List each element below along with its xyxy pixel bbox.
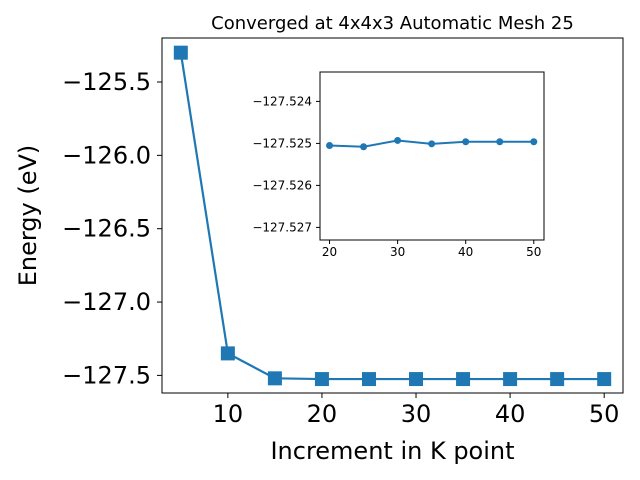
main-x-tick-label: 40 [495,400,526,428]
inset-data-point [496,138,503,145]
main-data-point [503,372,517,386]
main-x-tick-label: 20 [307,400,338,428]
y-axis-label: Energy (eV) [14,145,42,287]
main-y-tick-label: −127.5 [62,361,151,389]
inset-y-tick-label: −127.525 [252,136,312,150]
inset-data-point [394,137,401,144]
inset-background [320,72,544,240]
inset-data-point [360,143,367,150]
main-y-tick-label: −127.0 [62,288,151,316]
main-data-point [597,372,611,386]
main-data-point [550,372,564,386]
main-data-point [456,372,470,386]
inset-x-tick-label: 30 [390,245,405,259]
main-data-point [221,346,235,360]
x-axis-label: Increment in K point [270,437,514,465]
chart-title: Converged at 4x4x3 Automatic Mesh 25 [211,13,574,34]
inset-data-point [530,138,537,145]
inset-data-point [462,138,469,145]
main-x-tick-label: 50 [589,400,620,428]
inset-data-point [428,140,435,147]
main-data-point [362,372,376,386]
main-y-tick-label: −125.5 [62,68,151,96]
inset-y-tick-label: −127.527 [252,220,312,234]
main-data-point [268,371,282,385]
inset-chart: 20 30 40 50 −127.527 −127.526 −127.525 −127.524 [252,72,544,259]
main-x-tick-label: 10 [213,400,244,428]
main-x-tick-label: 30 [401,400,432,428]
inset-x-tick-label: 20 [322,245,337,259]
inset-data-point [326,142,333,149]
main-data-point [174,46,188,60]
main-data-point [409,372,423,386]
main-y-tick-label: −126.0 [62,141,151,169]
main-y-tick-label: −126.5 [62,215,151,243]
inset-x-tick-label: 40 [458,245,473,259]
inset-x-tick-label: 50 [526,245,541,259]
inset-y-tick-label: −127.524 [252,94,312,108]
inset-y-tick-label: −127.526 [252,178,312,192]
main-data-point [315,372,329,386]
